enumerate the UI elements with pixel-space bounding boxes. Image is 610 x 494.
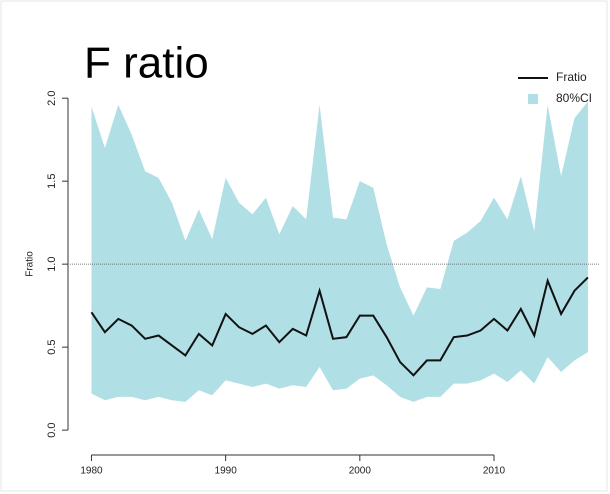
legend-swatch bbox=[528, 94, 538, 104]
x-tick-label: 2010 bbox=[483, 466, 506, 477]
legend-label: 80%CI bbox=[556, 91, 592, 105]
x-tick-label: 2000 bbox=[349, 466, 372, 477]
y-tick-label: 0.0 bbox=[46, 422, 58, 437]
chart-title: F ratio bbox=[84, 39, 209, 88]
legend-label: Fratio bbox=[556, 70, 587, 84]
y-axis-label: Fratio bbox=[25, 251, 36, 277]
y-tick-label: 2.0 bbox=[46, 91, 58, 106]
y-tick-label: 1.5 bbox=[46, 174, 58, 189]
y-tick-label: 0.5 bbox=[46, 339, 58, 354]
fratio-line bbox=[90, 276, 589, 377]
ci-band bbox=[91, 101, 588, 402]
x-tick-label: 1990 bbox=[215, 466, 238, 477]
x-tick-label: 1980 bbox=[80, 466, 103, 477]
y-tick-label: 1.0 bbox=[46, 257, 58, 272]
